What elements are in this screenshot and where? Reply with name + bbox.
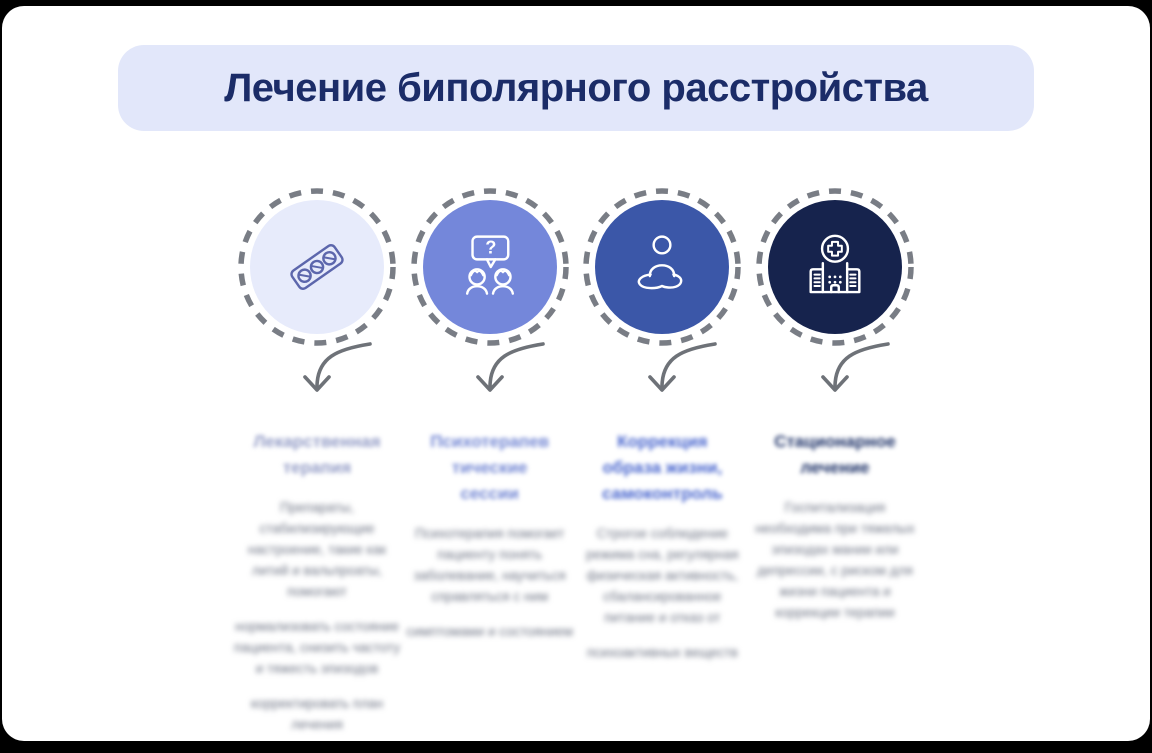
column-body: Госпитализация необходима при тяжелых эп… [750,483,920,623]
curved-down-arrow-icon [648,342,718,392]
column-inpatient: Стационарное лечение Госпитализация необ… [750,185,920,735]
circle-badge [238,188,396,346]
column-header: Коррекция образа жизни, самоконтроль [601,432,723,503]
body-paragraph: Психотерапия помогает пациенту понять за… [413,526,566,604]
column-body: Психотерапия помогает пациенту понять за… [405,509,575,642]
hospital-icon [809,234,861,294]
circle-badge [583,188,742,346]
column-header: Лекарственная терапия [253,432,381,477]
column-lifestyle: Коррекция образа жизни, самоконтроль Стр… [577,185,747,735]
curved-down-arrow-icon [475,342,545,392]
column-body: Препараты, стабилизирующие настроение, т… [232,483,402,735]
body-paragraph: нормализовать состояние пациента, снизит… [233,619,401,676]
body-paragraph: Госпитализация необходима при тяжелых эп… [755,500,915,620]
circle-badge: ? [410,188,569,346]
dashed-ring [756,188,914,346]
dashed-ring [583,188,742,346]
body-paragraph: корректировать план лечения [250,696,384,732]
body-paragraph: симптомами и состоянием [406,624,574,639]
title-banner: Лечение биполярного расстройства [118,45,1034,131]
circle-badge [756,188,914,346]
column-header: Стационарное лечение [774,432,896,477]
therapy-chat-icon: ? [465,235,514,295]
curved-down-arrow-icon [821,342,890,392]
svg-text:?: ? [485,236,496,257]
column-body: Строгое соблюдение режима сна, регулярна… [577,509,747,663]
column-medication: Лекарственная терапия Препараты, стабили… [232,185,402,735]
body-paragraph: Препараты, стабилизирующие настроение, т… [247,500,387,599]
body-paragraph: Строгое соблюдение режима сна, регулярна… [586,526,739,625]
dashed-ring [238,188,396,346]
infographic-canvas: Лечение биполярного расстройства [2,6,1150,741]
columns-grid: Лекарственная терапия Препараты, стабили… [232,185,920,735]
body-paragraph: психоактивных веществ [586,645,738,660]
page-title: Лечение биполярного расстройства [224,65,928,110]
meditation-icon [637,235,683,290]
pill-blister-icon [290,244,344,290]
curved-down-arrow-icon [303,342,372,392]
column-header: Психотерапев тические сессии [430,432,550,503]
dashed-ring [410,188,569,346]
column-psychotherapy: ? Психотерапев тические сессии Психотера… [405,185,575,735]
